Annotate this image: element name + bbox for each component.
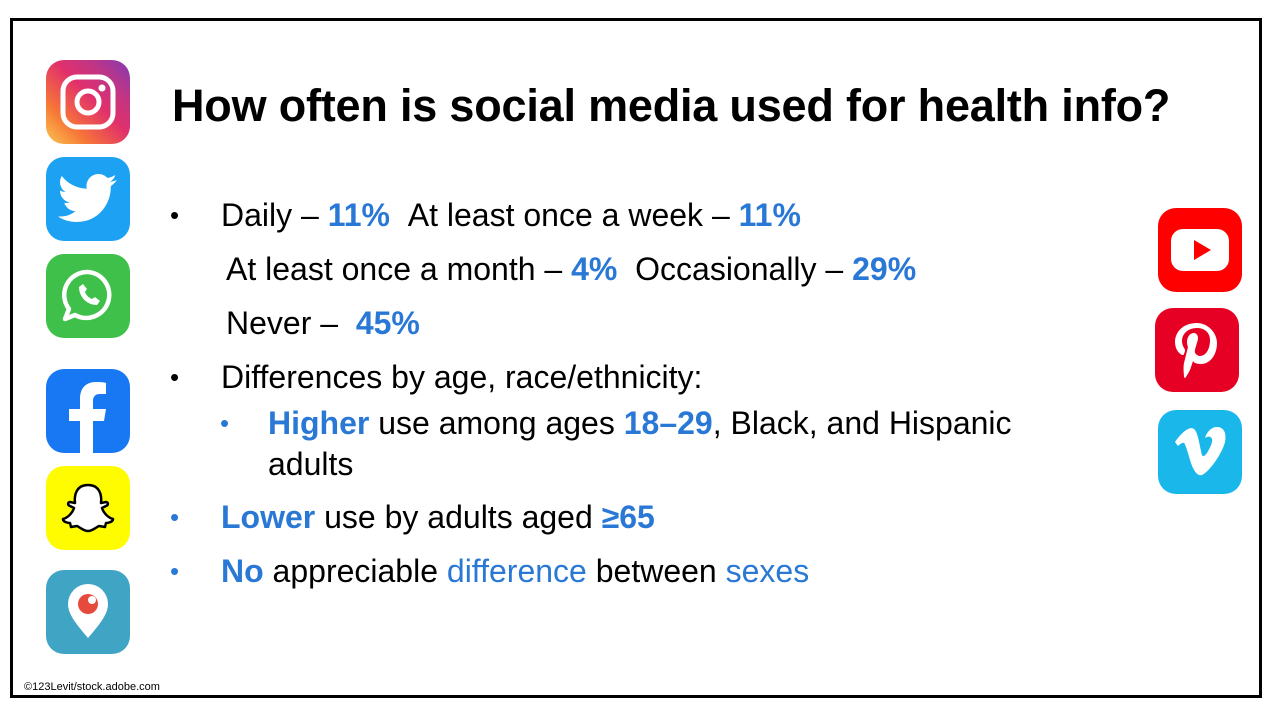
higher-ages: 18–29 — [623, 405, 713, 441]
sub-bullet-marker: • — [220, 408, 230, 438]
lower-rest: use by adults aged — [315, 499, 602, 535]
daily-value: 11% — [327, 197, 390, 233]
month-label: At least once a month – — [226, 251, 572, 287]
higher-use-line: Higher use among ages 18–29, Black, and … — [268, 405, 1012, 442]
facebook-icon — [46, 369, 130, 453]
difference-word: difference — [446, 553, 587, 589]
no-difference-line: No appreciable difference between sexes — [221, 553, 809, 590]
higher-use-continuation: adults — [268, 446, 354, 482]
week-value: 11% — [738, 197, 801, 233]
slide-frame — [10, 18, 1262, 698]
month-value: 4% — [571, 251, 618, 287]
bullet-marker: • — [170, 200, 180, 230]
lower-word: Lower — [221, 499, 316, 535]
instagram-icon — [46, 60, 130, 144]
periscope-icon — [46, 570, 130, 654]
frequency-line-1: Daily – 11% At least once a week – 11% — [221, 197, 801, 234]
twitter-icon — [46, 157, 130, 241]
bullet-marker: • — [170, 502, 180, 532]
daily-label: Daily – — [221, 197, 328, 233]
no-mid: appreciable — [263, 553, 447, 589]
frequency-line-3: Never – 45% — [226, 305, 420, 342]
never-value: 45% — [355, 305, 420, 341]
bullet-marker: • — [170, 556, 180, 586]
no-between: between — [586, 553, 726, 589]
snapchat-icon — [46, 466, 130, 550]
image-credit: ©123Levit/stock.adobe.com — [24, 681, 160, 693]
week-label: At least once a week – — [407, 197, 739, 233]
sexes-word: sexes — [725, 553, 810, 589]
whatsapp-icon — [46, 254, 130, 338]
vimeo-icon — [1158, 410, 1242, 494]
no-word: No — [221, 553, 264, 589]
slide-title: How often is social media used for healt… — [172, 80, 1171, 131]
lower-age: ≥65 — [601, 499, 655, 535]
lower-use-line: Lower use by adults aged ≥65 — [221, 499, 655, 536]
higher-mid: use among ages — [369, 405, 624, 441]
frequency-line-2: At least once a month – 4% Occasionally … — [226, 251, 916, 288]
higher-rest: , Black, and Hispanic — [712, 405, 1012, 441]
differences-heading: Differences by age, race/ethnicity: — [221, 359, 703, 395]
youtube-icon — [1158, 208, 1242, 292]
bullet-marker: • — [170, 362, 180, 392]
pinterest-icon — [1155, 308, 1239, 392]
occasionally-value: 29% — [852, 251, 917, 287]
occasionally-label: Occasionally – — [635, 251, 853, 287]
never-label: Never – — [226, 305, 347, 341]
higher-word: Higher — [268, 405, 370, 441]
